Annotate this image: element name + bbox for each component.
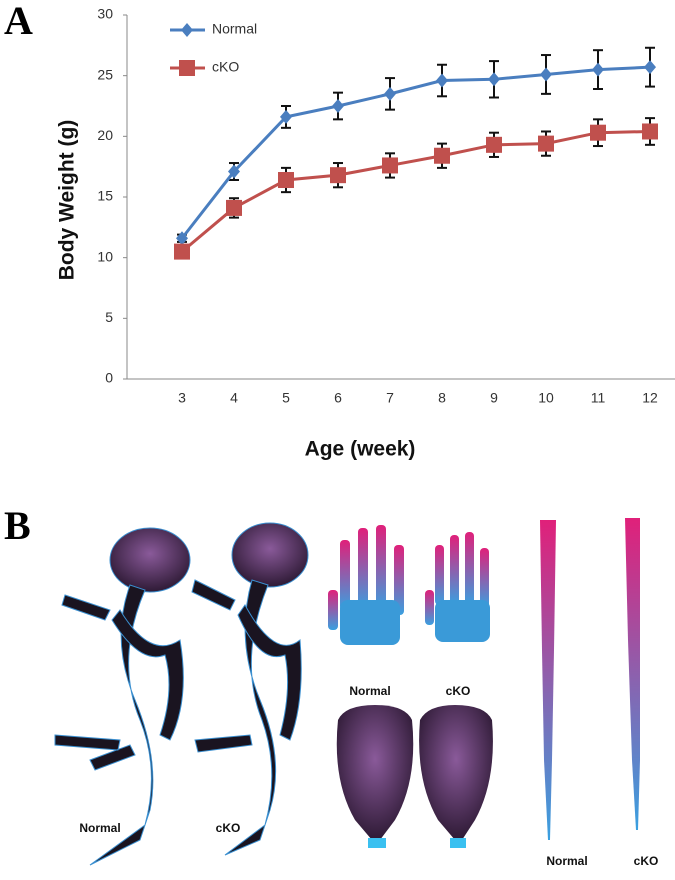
paw-cko xyxy=(425,532,490,642)
marker xyxy=(382,157,398,174)
x-tick-label: 5 xyxy=(282,390,290,406)
tails xyxy=(540,518,640,840)
legend-label: Normal xyxy=(212,21,257,37)
x-axis-label: Age (week) xyxy=(305,438,416,461)
x-tick-label: 9 xyxy=(490,390,498,406)
skulls xyxy=(336,705,493,848)
image-label: cKO xyxy=(216,821,241,835)
marker xyxy=(436,73,448,88)
marker xyxy=(644,60,656,75)
marker xyxy=(174,243,190,260)
x-tick-label: 11 xyxy=(591,390,606,406)
x-tick-label: 3 xyxy=(178,390,186,406)
y-tick-label: 0 xyxy=(105,370,113,386)
panel-b-images xyxy=(54,518,640,866)
image-label: Normal xyxy=(79,821,120,835)
skeleton-cko xyxy=(191,522,309,856)
y-tick-label: 10 xyxy=(97,248,113,264)
y-tick-label: 20 xyxy=(97,127,113,143)
x-tick-label: 4 xyxy=(230,390,238,406)
x-tick-label: 7 xyxy=(386,390,394,406)
paw-normal xyxy=(328,525,404,645)
series-line xyxy=(181,129,651,253)
marker xyxy=(228,164,240,179)
panel-label: A xyxy=(4,0,33,43)
image-label: Normal xyxy=(349,684,390,698)
y-tick-label: 15 xyxy=(97,188,113,204)
x-tick-label: 12 xyxy=(642,390,658,406)
marker xyxy=(332,99,344,113)
marker xyxy=(330,167,346,184)
y-tick-label: 25 xyxy=(97,66,113,82)
x-tick-label: 6 xyxy=(334,390,342,406)
legend-marker xyxy=(179,60,195,76)
marker xyxy=(538,135,554,152)
x-tick-label: 10 xyxy=(538,390,554,406)
marker xyxy=(434,147,450,164)
legend-marker xyxy=(181,23,193,37)
marker xyxy=(280,109,292,124)
marker xyxy=(540,67,552,82)
image-label: cKO xyxy=(446,684,471,698)
marker xyxy=(590,124,606,141)
series-line xyxy=(180,65,651,240)
image-label: cKO xyxy=(634,854,659,868)
marker xyxy=(226,199,242,216)
marker xyxy=(488,72,500,87)
marker xyxy=(642,123,658,140)
y-tick-label: 5 xyxy=(105,309,113,325)
marker xyxy=(278,172,294,189)
image-label: Normal xyxy=(546,854,587,868)
x-tick-label: 8 xyxy=(438,390,446,406)
marker xyxy=(176,231,188,246)
legend-label: cKO xyxy=(212,59,239,75)
panel-label: B xyxy=(4,503,31,548)
y-axis-label: Body Weight (g) xyxy=(56,120,79,281)
skeleton-normal xyxy=(54,527,191,866)
marker xyxy=(384,86,396,101)
y-tick-label: 30 xyxy=(97,6,113,22)
marker xyxy=(486,136,502,153)
marker xyxy=(592,62,604,77)
